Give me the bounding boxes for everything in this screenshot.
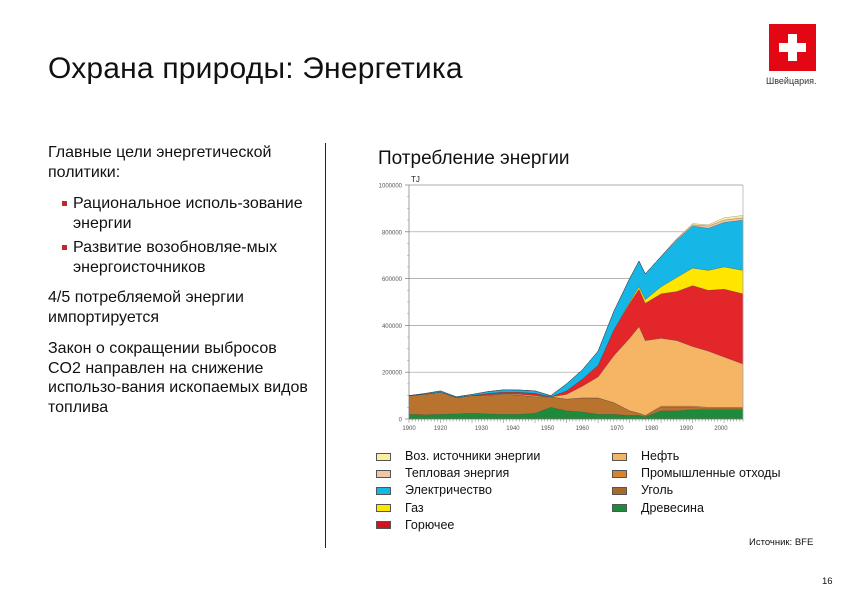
legend-swatch <box>376 469 391 478</box>
divider <box>325 143 326 548</box>
svg-text:1930: 1930 <box>475 426 489 432</box>
legend-label: Нефть <box>641 449 680 463</box>
legend-label: Горючее <box>405 517 455 532</box>
legend-swatch <box>376 452 391 461</box>
svg-text:1900: 1900 <box>402 426 416 432</box>
svg-text:1960: 1960 <box>576 426 590 432</box>
svg-text:1950: 1950 <box>541 426 555 432</box>
legend-item: Электричество <box>376 482 540 499</box>
legend-swatch <box>376 486 391 495</box>
svg-text:200000: 200000 <box>382 371 403 377</box>
legend-label: Древесина <box>641 500 704 515</box>
legend-item: Древесина <box>612 500 780 517</box>
legend-label: Воз. источники энергии <box>405 449 541 463</box>
legend-label: Газ <box>405 500 424 515</box>
source-note: Источник: BFE <box>749 537 814 548</box>
legend-swatch <box>612 486 627 495</box>
chart-title: Потребление энергии <box>378 148 570 169</box>
svg-text:1940: 1940 <box>506 426 520 432</box>
legend-item: Уголь <box>612 482 780 499</box>
cross-icon-vertical <box>788 34 797 61</box>
legend-item: Воз. источники энергии <box>376 448 540 465</box>
legend-label: Уголь <box>641 483 674 498</box>
logo-text: Швейцария. <box>766 76 817 86</box>
legend-item: Нефть <box>612 448 780 465</box>
legend-item: Газ <box>376 500 540 517</box>
legend-label: Промышленные отходы <box>641 466 781 481</box>
svg-text:1000000: 1000000 <box>379 184 403 190</box>
svg-text:1920: 1920 <box>434 426 448 432</box>
goals-list: Рациональное исполь-зование энергии Разв… <box>62 194 313 277</box>
import-text: 4/5 потребляемой энергии импортируется <box>48 289 244 326</box>
goal-item: Рациональное исполь-зование энергии <box>62 194 313 233</box>
legend-swatch <box>612 504 627 513</box>
legend-left: Воз. источники энергии Тепловая энергия Эл… <box>376 448 540 534</box>
svg-text:1990: 1990 <box>680 426 694 432</box>
svg-text:800000: 800000 <box>382 230 403 236</box>
legend-swatch <box>376 504 391 513</box>
svg-text:TJ: TJ <box>411 175 420 184</box>
goal-item: Развитие возобновляе-мых энергоисточнико… <box>62 238 313 277</box>
legend-right: Нефть Промышленные отходы Уголь Древесина <box>612 448 780 517</box>
legend-item: Тепловая энергия <box>376 465 540 482</box>
svg-text:1980: 1980 <box>645 426 659 432</box>
svg-text:600000: 600000 <box>382 277 403 283</box>
energy-chart: 0 200000 400000 600000 800000 1000000 TJ 1900 19… <box>360 172 760 437</box>
svg-text:400000: 400000 <box>382 324 403 330</box>
legend-swatch <box>612 452 627 461</box>
svg-text:0: 0 <box>399 418 403 424</box>
legend-item: Промышленные отходы <box>612 465 780 482</box>
left-panel: Главные цели энергетической политики: Ра… <box>48 143 313 429</box>
page-number: 16 <box>822 576 833 587</box>
page-title: Охрана природы: Энергетика <box>48 52 463 85</box>
legend-swatch <box>612 469 627 478</box>
stacked-area-chart: 0 200000 400000 600000 800000 1000000 TJ 1900 19… <box>379 175 744 432</box>
svg-text:1970: 1970 <box>610 426 624 432</box>
legend-label: Электричество <box>405 483 492 498</box>
goals-heading: Главные цели энергетической политики: <box>48 144 272 181</box>
legend-label: Тепловая энергия <box>405 466 510 481</box>
svg-text:2000: 2000 <box>714 426 728 432</box>
swiss-flag-logo <box>769 24 816 71</box>
legend-item: Горючее <box>376 517 540 534</box>
legend-swatch <box>376 521 391 530</box>
co2-text: Закон о сокращении выбросов CO2 направле… <box>48 340 308 416</box>
